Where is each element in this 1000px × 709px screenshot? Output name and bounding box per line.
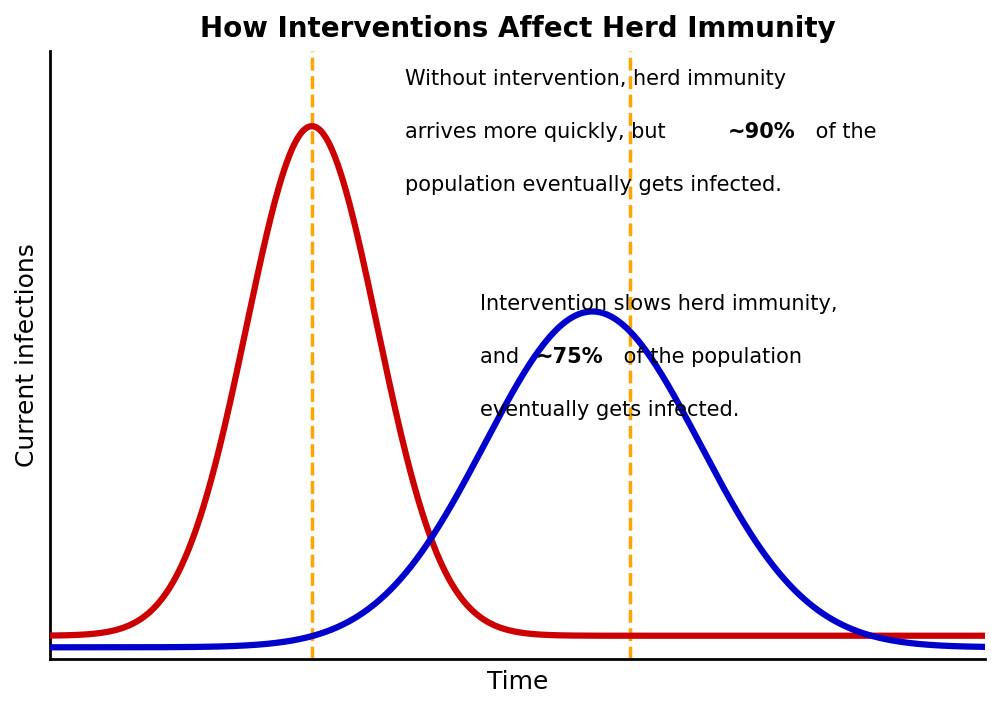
Text: ~90%: ~90% xyxy=(728,122,795,142)
Text: eventually gets infected.: eventually gets infected. xyxy=(480,400,740,420)
Text: Intervention slows herd immunity,: Intervention slows herd immunity, xyxy=(480,294,838,314)
X-axis label: Time: Time xyxy=(487,670,548,694)
Text: and: and xyxy=(480,347,526,367)
Text: arrives more quickly, but: arrives more quickly, but xyxy=(405,122,673,142)
Text: of the population: of the population xyxy=(617,347,802,367)
Title: How Interventions Affect Herd Immunity: How Interventions Affect Herd Immunity xyxy=(200,15,835,43)
Y-axis label: Current infections: Current infections xyxy=(15,243,39,467)
Text: Without intervention, herd immunity: Without intervention, herd immunity xyxy=(405,69,786,89)
Text: of the: of the xyxy=(809,122,877,142)
Text: ~75%: ~75% xyxy=(535,347,603,367)
Text: population eventually gets infected.: population eventually gets infected. xyxy=(405,175,782,195)
